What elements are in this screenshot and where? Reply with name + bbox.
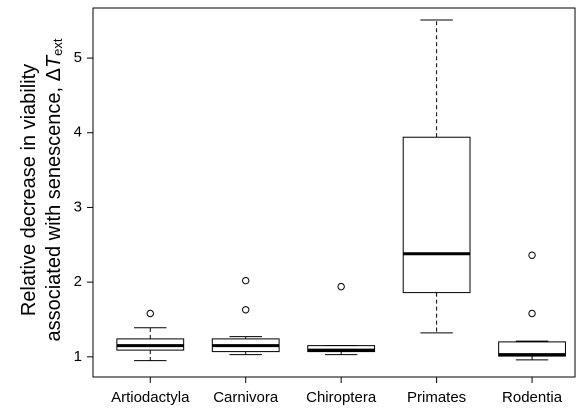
y-axis-label-symbol: T bbox=[43, 54, 65, 68]
x-tick-label: Rodentia bbox=[502, 389, 563, 406]
y-tick-label: 1 bbox=[74, 348, 82, 365]
y-axis-label-subscript: ext bbox=[50, 38, 65, 56]
outlier bbox=[242, 306, 250, 314]
x-tick-label: Chiroptera bbox=[306, 389, 377, 406]
y-axis-label: Relative decrease in viability bbox=[18, 64, 40, 316]
y-tick-label: 3 bbox=[74, 198, 82, 215]
x-tick-label: Primates bbox=[407, 389, 466, 406]
outlier bbox=[528, 309, 536, 318]
y-tick-label: 5 bbox=[74, 49, 82, 66]
outlier bbox=[528, 251, 536, 259]
plot-frame bbox=[92, 7, 576, 378]
box bbox=[402, 136, 471, 294]
outlier bbox=[242, 276, 250, 285]
y-tick-label: 2 bbox=[74, 273, 82, 290]
y-axis-label-line: associated with senescence, Δ bbox=[43, 68, 65, 342]
y-axis-label-line: Relative decrease in viability bbox=[18, 64, 40, 316]
x-tick-label: Artiodactyla bbox=[111, 389, 190, 406]
y-tick-label: 4 bbox=[74, 124, 82, 141]
outlier bbox=[146, 309, 154, 318]
outlier bbox=[337, 282, 345, 291]
x-tick-label: Carnivora bbox=[213, 389, 279, 406]
y-axis-label: associated with senescence, ΔText bbox=[43, 38, 65, 341]
